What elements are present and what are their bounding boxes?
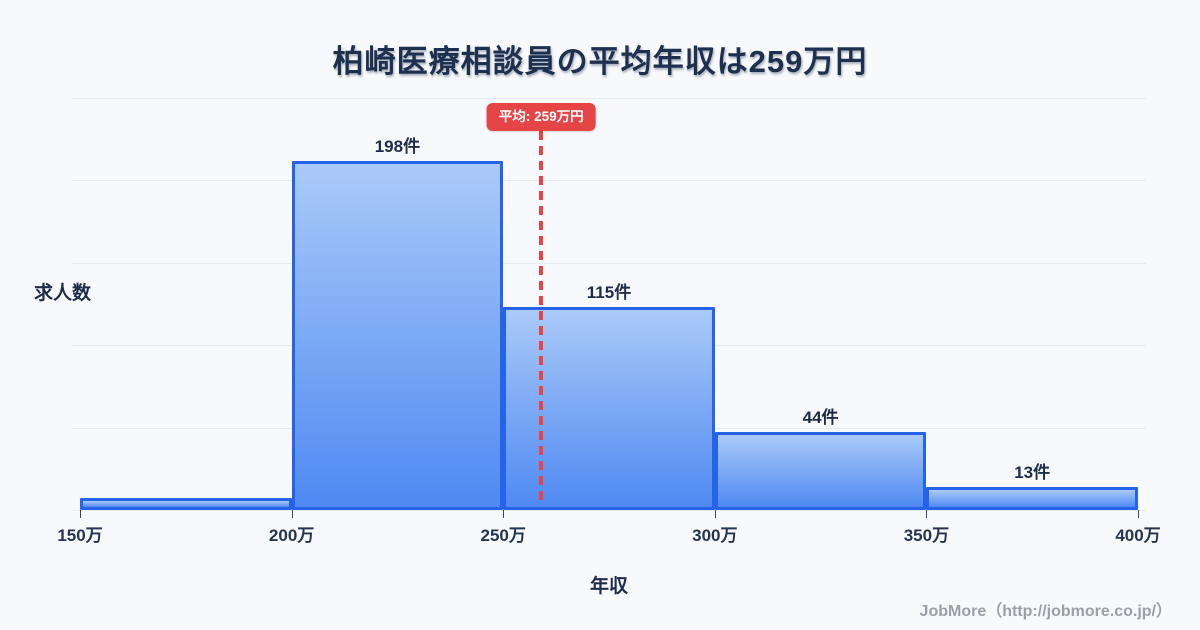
bar-value-label: 13件 [1014, 463, 1051, 483]
bar [714, 432, 927, 510]
gridline [72, 262, 1146, 264]
average-value-badge: 平均: 259万円 [486, 103, 596, 131]
gridline [72, 98, 1146, 99]
axis-tick [503, 510, 505, 518]
x-tick-label: 250万 [480, 526, 526, 545]
bar [291, 161, 504, 510]
axis-tick [714, 510, 716, 518]
x-tick-label: 300万 [692, 526, 738, 545]
bar-value-label: 44件 [802, 408, 839, 428]
bar [80, 497, 292, 510]
footer-credit: JobMore（http://jobmore.co.jp/） [919, 603, 1172, 620]
x-axis-label: 年収 [589, 576, 628, 597]
axis-tick [80, 510, 81, 518]
y-axis-label: 求人数 [34, 283, 92, 304]
gridline [72, 180, 1146, 182]
average-marker-line [539, 131, 544, 505]
bar [503, 307, 715, 510]
bar [926, 487, 1138, 510]
axis-tick [1138, 510, 1139, 518]
x-tick-label: 150万 [57, 526, 103, 545]
x-tick-label: 350万 [903, 526, 950, 545]
bar-value-label: 198件 [374, 137, 421, 156]
chart-title: 柏崎医療相談員の平均年収は259万円 [332, 44, 868, 79]
axis-tick [926, 510, 928, 518]
bar-value-label: 115件 [586, 283, 632, 303]
gridline [72, 510, 1146, 511]
x-tick-label: 200万 [268, 526, 315, 545]
x-tick-label: 400万 [1115, 526, 1161, 545]
axis-tick [291, 510, 293, 518]
